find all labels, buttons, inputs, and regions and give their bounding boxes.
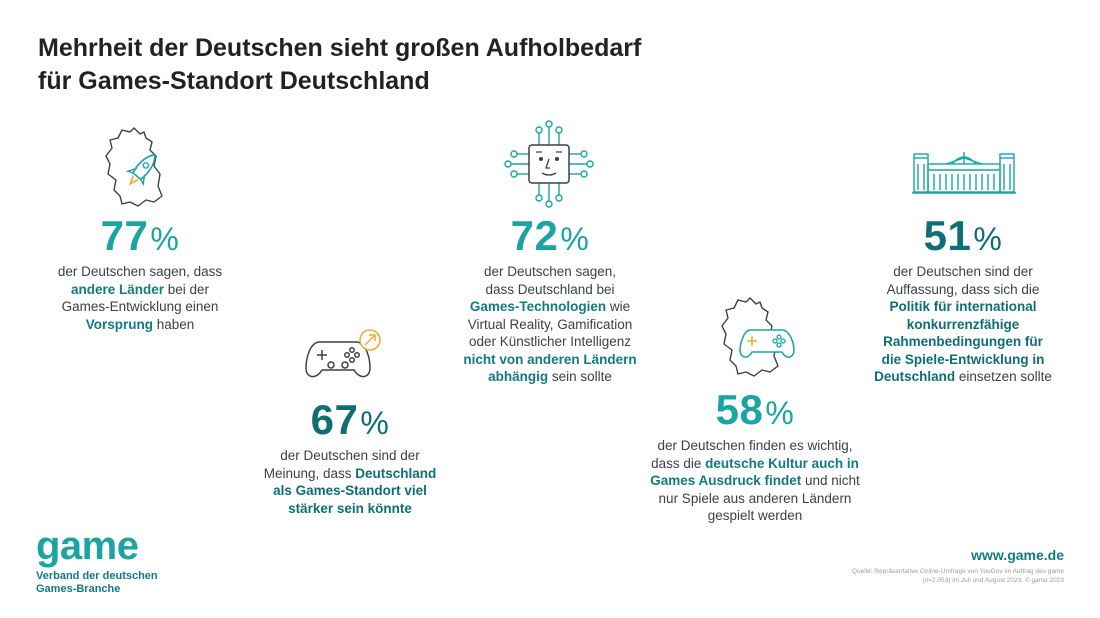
logo-wordmark: game: [36, 524, 139, 568]
logo-subtitle: Verband der deutschen Games-Branche: [36, 570, 158, 595]
reichstag-icon: [912, 152, 1016, 194]
germany-gamepad-icon: [721, 297, 795, 377]
stat-77: 77% der Deutschen sagen, dass andere Län…: [40, 214, 240, 333]
source-note: Quelle: Repräsentative Online-Umfrage vo…: [851, 568, 1064, 584]
page-title: Mehrheit der Deutschen sieht großen Aufh…: [38, 32, 798, 98]
stat-value: 77%: [100, 212, 180, 259]
title-line-2: für Games-Standort Deutschland: [38, 67, 430, 95]
stat-value: 67%: [310, 396, 390, 443]
stat-description: der Deutschen sind der Meinung, dass Deu…: [263, 448, 437, 516]
website-link[interactable]: www.game.de: [971, 547, 1064, 563]
stat-51: 51% der Deutschen sind der Auffassung, d…: [850, 214, 1076, 386]
stat-description: der Deutschen sind der Auffassung, dass …: [874, 264, 1052, 384]
stat-description: der Deutschen finden es wichtig, dass di…: [650, 438, 860, 523]
stat-description: der Deutschen sagen, dass andere Länder …: [57, 264, 223, 332]
germany-rocket-icon: [105, 127, 163, 207]
stat-67: 67% der Deutschen sind der Meinung, dass…: [250, 398, 450, 517]
stat-description: der Deutschen sagen, dass Deutschland be…: [463, 264, 637, 384]
title-line-1: Mehrheit der Deutschen sieht großen Aufh…: [38, 34, 642, 62]
stat-value: 58%: [715, 386, 795, 433]
stat-58: 58% der Deutschen finden es wichtig, das…: [630, 388, 880, 525]
gamepad-growth-icon: [305, 329, 381, 378]
stat-value: 51%: [923, 212, 1003, 259]
stat-72: 72% der Deutschen sagen, dass Deutschlan…: [435, 214, 665, 386]
ai-chip-icon: [504, 120, 594, 208]
game-logo: game Verband der deutschen Games-Branche: [36, 526, 158, 596]
stat-value: 72%: [510, 212, 590, 259]
